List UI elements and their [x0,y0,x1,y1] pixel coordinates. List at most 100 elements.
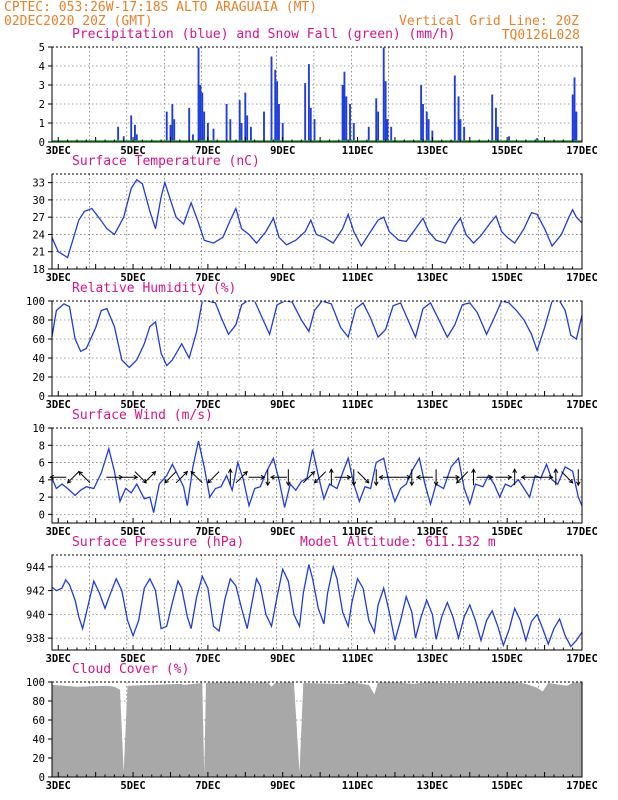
y-tick-label: 21 [32,247,45,259]
y-tick-label: 60 [32,334,45,346]
x-tick-label: 9DEC [270,780,295,792]
precip-bar [249,126,252,142]
wind-arrow [227,468,233,486]
precip-bar [459,119,462,142]
panel-2: Surface Temperature (nC) 18 21 24 27 30 33 3DEC… [32,154,597,284]
precip-bar [343,71,346,142]
x-tick-label: 11DEC [342,653,374,665]
wind-arrow [143,470,157,484]
y-tick-label: 8 [39,440,45,452]
precip-bar [367,126,370,142]
precip-bar [240,123,243,142]
precip-bar [197,47,200,142]
x-tick-label: 15DEC [491,272,523,284]
x-tick-label: 17DEC [566,399,598,411]
x-tick-label: 11DEC [342,526,374,538]
precip-bar [246,115,249,142]
y-tick-label: 80 [32,696,45,708]
precip-bar [199,85,202,142]
x-tick-label: 5DEC [120,526,145,538]
series-line [51,300,583,369]
header-run-date: 02DEC2020 20Z (GMT) [4,14,153,29]
y-tick-label: 4 [39,61,45,73]
precip-bar [169,124,172,142]
panel-title: Relative Humidity (%) [72,281,236,296]
x-tick-label: 5DEC [120,653,145,665]
wind-arrow [553,468,559,486]
x-tick-label: 17DEC [566,653,598,665]
x-tick-label: 5DEC [120,145,145,157]
panel-title: Surface Pressure (hPa) [72,535,244,550]
x-tick-label: 3DEC [46,145,71,157]
x-tick-label: 7DEC [195,399,220,411]
x-tick-label: 11DEC [342,780,374,792]
precip-bar [377,111,380,142]
wind-arrow [409,469,415,487]
x-tick-label: 9DEC [270,653,295,665]
y-tick-label: 0 [39,137,45,149]
x-tick-label: 7DEC [195,145,220,157]
wind-arrow [328,468,334,486]
precip-bar [304,83,307,142]
y-tick-label: 0 [39,509,45,521]
wind-arrow [357,471,370,484]
precip-bar [281,123,284,142]
precip-bar [573,77,576,142]
wind-arrow [265,469,271,487]
wind-arrow [394,474,412,480]
header-grid-note: Vertical Grid Line: 20Z [399,14,579,29]
x-tick-label: 13DEC [417,399,449,411]
x-tick-label: 7DEC [195,526,220,538]
wind-arrow [561,471,574,484]
y-tick-label: 60 [32,715,45,727]
wind-arrow [269,474,287,480]
y-tick-label: 0 [39,391,45,403]
panel-annotation: Model Altitude: 611.132 m [300,535,496,550]
precip-bar [276,81,279,142]
series-line [51,440,583,513]
x-tick-label: 9DEC [270,145,295,157]
x-tick-label: 15DEC [491,653,523,665]
x-tick-label: 13DEC [417,526,449,538]
panel-6: Cloud Cover (%) 0 20 40 60 80 100 3DEC 5DEC 7DEC 9… [26,662,598,792]
precip-bar [206,123,209,142]
wind-arrow [351,469,357,487]
precip-bar [165,111,168,142]
precip-bar [536,138,539,142]
panel-title: Precipitation (blue) and Snow Fall (gree… [72,27,456,42]
y-tick-label: 18 [32,264,45,276]
x-tick-label: 13DEC [417,272,449,284]
panel-frame [51,300,583,397]
x-tick-label: 9DEC [270,526,295,538]
precip-bar [386,119,389,142]
precip-bar [495,107,497,142]
x-tick-label: 17DEC [566,780,598,792]
y-tick-label: 27 [32,212,45,224]
precip-bar [390,126,393,142]
x-tick-label: 7DEC [195,272,220,284]
wind-arrow [49,474,67,480]
y-tick-label: 30 [32,195,45,207]
precip-bar [270,56,273,142]
precip-bar [382,47,385,142]
x-tick-label: 15DEC [491,399,523,411]
x-tick-label: 13DEC [417,780,449,792]
wind-arrow [433,469,439,487]
wind-arrow [164,471,177,484]
x-tick-label: 15DEC [491,780,523,792]
y-tick-label: 5 [39,42,45,54]
wind-arrow [471,468,476,486]
y-tick-label: 80 [32,315,45,327]
wind-arrow [175,470,189,484]
x-tick-label: 9DEC [270,272,295,284]
y-tick-label: 6 [39,458,45,470]
x-tick-label: 11DEC [342,399,374,411]
y-tick-label: 938 [26,633,45,645]
x-tick-label: 13DEC [417,145,449,157]
precip-bar [117,126,120,142]
precip-bar [313,119,316,142]
precip-bar [130,115,133,142]
x-tick-label: 3DEC [46,399,71,411]
x-tick-label: 15DEC [491,526,523,538]
wind-arrow [443,474,461,480]
